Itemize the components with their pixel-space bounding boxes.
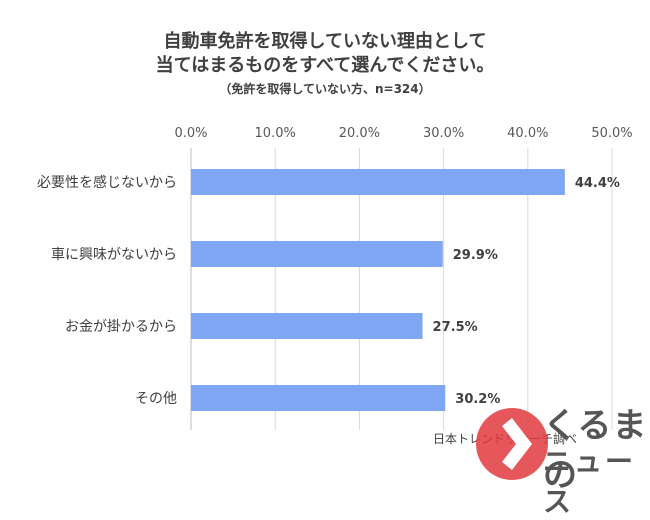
bar xyxy=(191,313,423,339)
logo-emblem-arrow xyxy=(502,418,532,470)
chart-subtitle: （免許を取得していない方、n=324） xyxy=(219,82,431,96)
bar-chart: 0.0% 10.0% 20.0% 30.0% 40.0% 50.0% 必要性を感じないから 4… xyxy=(37,126,633,430)
logo-emblem-circle xyxy=(476,408,548,480)
chart-title-line-2: 当てはまるものをすべて選んでください。 xyxy=(155,55,495,76)
x-tick-label: 20.0% xyxy=(339,126,380,141)
label-layer: 0.0% 10.0% 20.0% 30.0% 40.0% 50.0% 必要性を感じないから 4… xyxy=(37,126,633,407)
x-tick-label: 0.0% xyxy=(174,126,207,141)
bar-layer xyxy=(191,169,565,411)
x-tick-label: 40.0% xyxy=(507,126,548,141)
bar xyxy=(191,169,565,195)
logo-text-line-2: ニュース xyxy=(543,445,637,518)
bar xyxy=(191,385,446,411)
x-tick-label: 30.0% xyxy=(423,126,464,141)
bar xyxy=(191,241,443,267)
value-label: 44.4% xyxy=(575,176,620,191)
x-tick-label: 50.0% xyxy=(591,126,632,141)
chart-title-block: 自動車免許を取得していない理由として 当てはまるものをすべて選んでください。 （… xyxy=(0,30,650,97)
category-label: その他 xyxy=(135,391,177,407)
value-label: 27.5% xyxy=(433,320,478,335)
category-label: お金が掛かるから xyxy=(65,319,177,335)
value-label: 29.9% xyxy=(453,248,498,263)
category-label: 車に興味がないから xyxy=(51,246,177,263)
kurumano-news-logo xyxy=(476,408,548,480)
value-label: 30.2% xyxy=(455,392,500,407)
x-tick-label: 10.0% xyxy=(255,126,296,141)
chart-title-line-1: 自動車免許を取得していない理由として xyxy=(163,31,487,52)
category-label: 必要性を感じないから xyxy=(37,174,177,191)
